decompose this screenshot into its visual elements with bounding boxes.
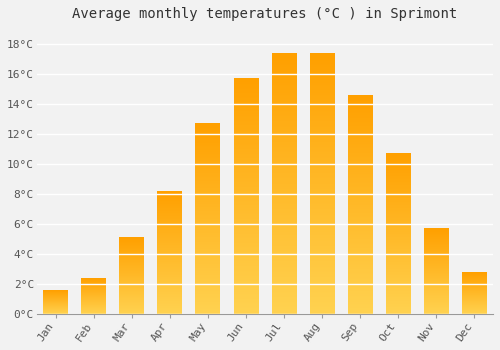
Title: Average monthly temperatures (°C ) in Sprimont: Average monthly temperatures (°C ) in Sp… [72,7,458,21]
